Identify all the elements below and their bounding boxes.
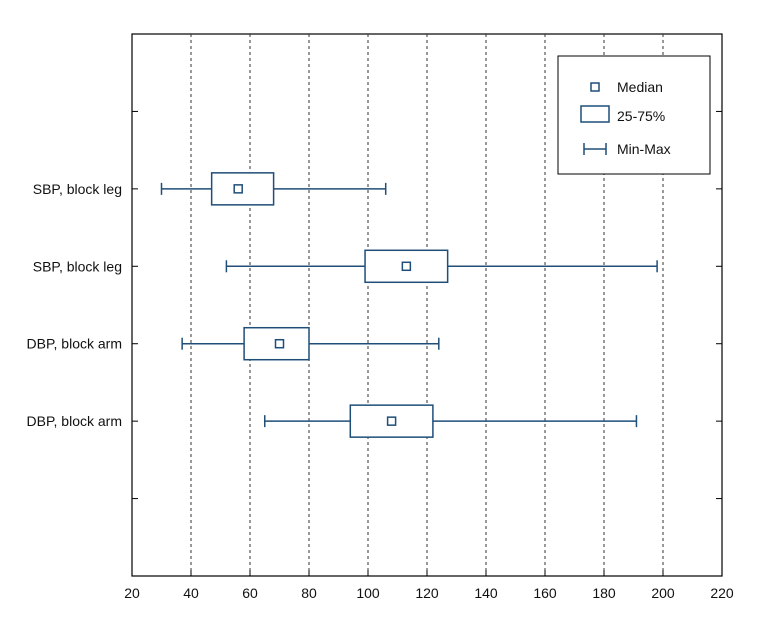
category-label: SBP, block leg	[33, 181, 122, 197]
legend-median-label: Median	[617, 79, 663, 95]
category-label: DBP, block arm	[27, 413, 122, 429]
median-marker	[274, 338, 285, 349]
x-tick-label: 160	[533, 585, 557, 601]
x-tick-label: 20	[124, 585, 140, 601]
y-ticks	[132, 110, 722, 500]
box-group	[264, 404, 638, 438]
x-tick-label: 180	[592, 585, 616, 601]
x-tick-label: 120	[415, 585, 439, 601]
median-marker	[386, 416, 397, 426]
category-label: SBP, block leg	[33, 258, 122, 274]
legend-median-marker	[590, 82, 600, 92]
x-tick-label: 60	[242, 585, 258, 601]
x-tick-label: 80	[301, 585, 317, 601]
legend-whisker-marker	[583, 143, 607, 155]
legend-minmax-label: Min-Max	[617, 141, 671, 157]
x-tick-label: 40	[183, 585, 199, 601]
median-marker	[233, 184, 243, 194]
iqr-box	[349, 404, 434, 438]
legend: Median 25-75% Min-Max	[557, 55, 711, 175]
x-tick-label: 220	[710, 585, 734, 601]
category-labels: SBP, block leg SBP, block leg DBP, block a…	[27, 181, 122, 429]
legend-box-marker	[580, 105, 610, 123]
legend-box-label: 25-75%	[617, 108, 665, 124]
iqr-box	[243, 326, 310, 361]
median-marker	[401, 261, 412, 272]
box-group	[225, 249, 658, 284]
box-group	[181, 326, 440, 361]
x-axis-ticks: 20 40 60 80 100 120 140 160 180 200 220	[124, 570, 734, 601]
x-tick-label: 100	[356, 585, 380, 601]
category-label: DBP, block arm	[27, 336, 122, 352]
boxes	[160, 172, 658, 438]
box-group	[160, 172, 387, 206]
x-tick-label: 140	[474, 585, 498, 601]
x-tick-label: 200	[651, 585, 675, 601]
iqr-box	[364, 249, 449, 284]
